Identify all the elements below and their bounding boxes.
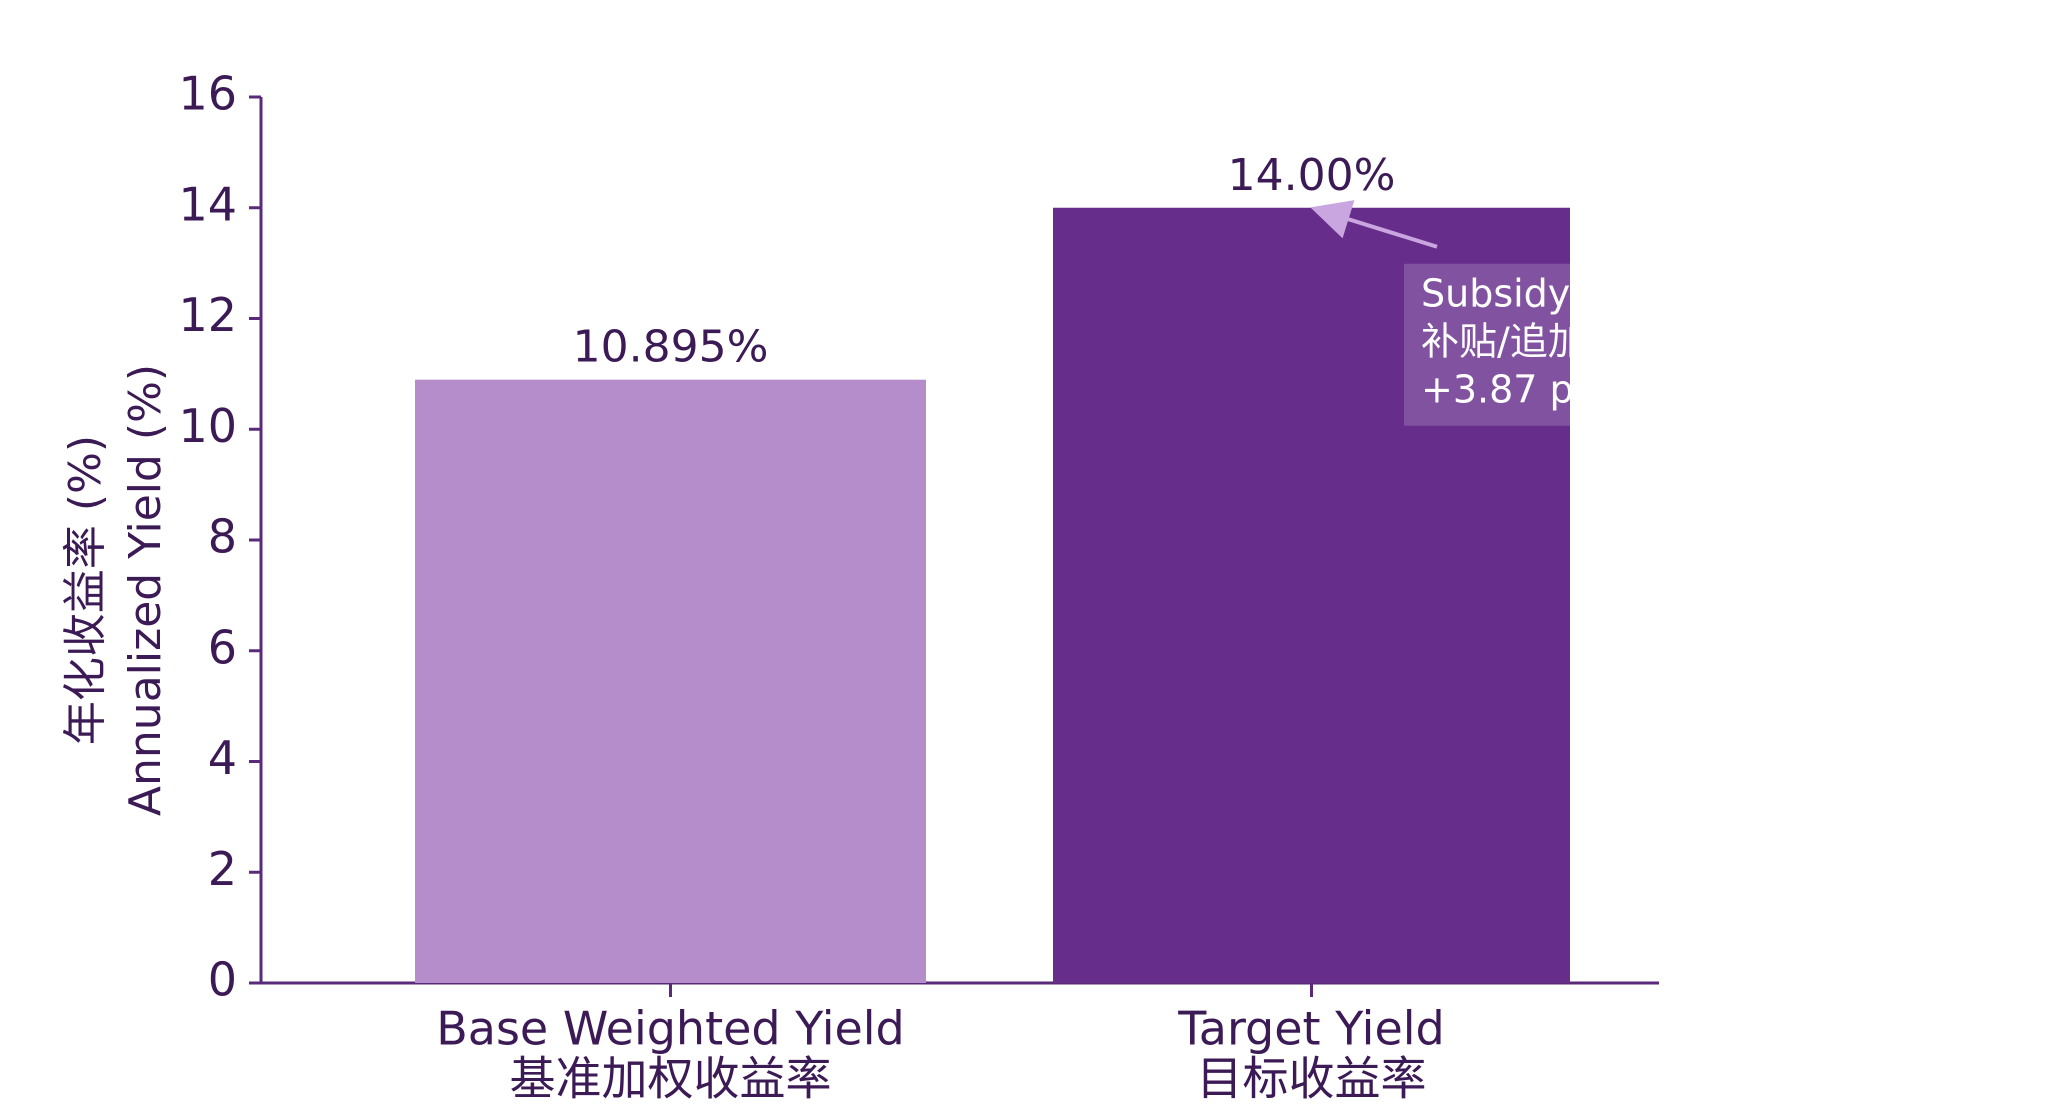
x-tick-label: Base Weighted Yield xyxy=(436,1002,905,1056)
value-label: 10.895% xyxy=(573,322,769,373)
y-tick-label: 6 xyxy=(208,620,237,674)
y-tick-label: 2 xyxy=(208,842,237,896)
y-tick-label: 16 xyxy=(178,67,237,121)
bar xyxy=(1053,207,1570,983)
y-axis-title-line: Annualized Yield (%) xyxy=(120,364,171,816)
x-tick-label: 目标收益率 xyxy=(1197,1052,1427,1104)
y-tick-label: 8 xyxy=(208,510,237,564)
y-tick-label: 14 xyxy=(178,177,237,231)
annotation-text: 补贴/追加 xyxy=(1421,319,1586,363)
annotation-text: +3.87 pct xyxy=(1421,367,1609,411)
y-tick-label: 12 xyxy=(178,288,237,342)
y-tick-label: 10 xyxy=(178,399,237,453)
x-tick-label: 基准加权收益率 xyxy=(510,1052,832,1104)
y-tick-label: 4 xyxy=(208,731,237,785)
x-tick-label: Target Yield xyxy=(1177,1002,1444,1056)
annotation-text: Subsidy / Top-up xyxy=(1421,271,1733,315)
annotation-arrow xyxy=(1310,200,1438,249)
bar xyxy=(415,379,926,984)
value-label: 14.00% xyxy=(1228,150,1396,201)
annotation-box xyxy=(1404,263,1570,426)
y-axis-title-line: 年化收益率 (%) xyxy=(60,435,111,745)
y-axis-title: 年化收益率 (%) Annualized Yield (%) xyxy=(60,364,171,816)
y-tick-label: 0 xyxy=(208,953,237,1007)
